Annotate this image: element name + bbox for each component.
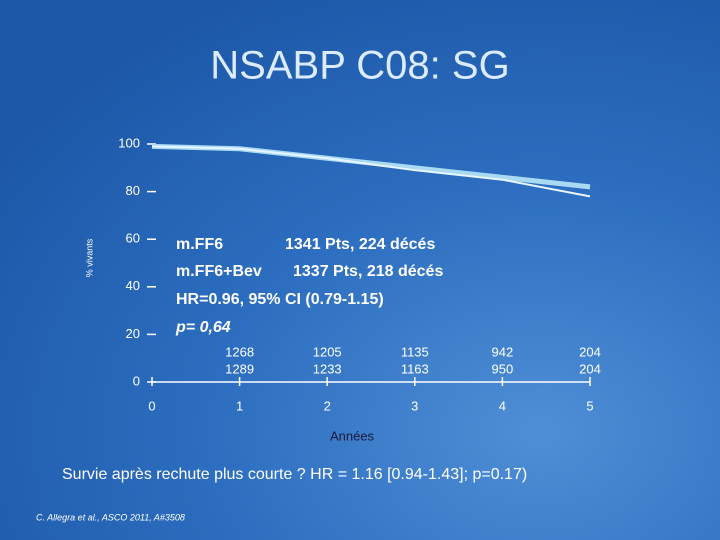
y-tick-label: 20 [126, 326, 140, 341]
annotation: 1337 Pts, 218 décés [293, 263, 443, 280]
annotation: m.FF6 [176, 236, 223, 253]
footnote: Survie après rechute plus courte ? HR = … [62, 466, 527, 483]
y-tick-label: 60 [126, 231, 140, 246]
citation: C. Allegra et al., ASCO 2011, A#3508 [36, 512, 185, 522]
y-tick-label: 100 [118, 135, 140, 150]
at-risk-count: 950 [492, 361, 514, 376]
y-tick-label: 40 [126, 278, 140, 293]
annotation: HR=0.96, 95% CI (0.79-1.15) [176, 291, 384, 308]
annotation: m.FF6+Bev [176, 263, 262, 280]
y-tick-label: 80 [126, 183, 140, 198]
at-risk-count: 1268 [225, 344, 254, 359]
at-risk-count: 1163 [401, 361, 429, 376]
annotation: p= 0,64 [175, 319, 231, 336]
at-risk-count: 942 [492, 344, 514, 359]
y-axis-label: % vivants [84, 238, 94, 277]
y-tick-label: 0 [133, 373, 140, 388]
annotation: 1341 Pts, 224 décés [285, 236, 435, 253]
x-tick-label: 1 [236, 398, 243, 413]
survival-curve [151, 145, 591, 198]
x-axis-label: Années [330, 428, 375, 443]
at-risk-count: 1205 [313, 344, 342, 359]
x-tick-label: 4 [499, 398, 506, 413]
at-risk-count: 204 [579, 361, 601, 376]
x-tick-label: 3 [411, 398, 418, 413]
slide-title: NSABP C08: SG [210, 44, 509, 88]
at-risk-count: 1233 [313, 361, 342, 376]
at-risk-count: 1135 [401, 344, 429, 359]
x-tick-label: 5 [586, 398, 593, 413]
x-tick-label: 0 [148, 398, 155, 413]
at-risk-count: 204 [579, 344, 601, 359]
x-tick-label: 2 [324, 398, 331, 413]
at-risk-count: 1289 [225, 361, 254, 376]
